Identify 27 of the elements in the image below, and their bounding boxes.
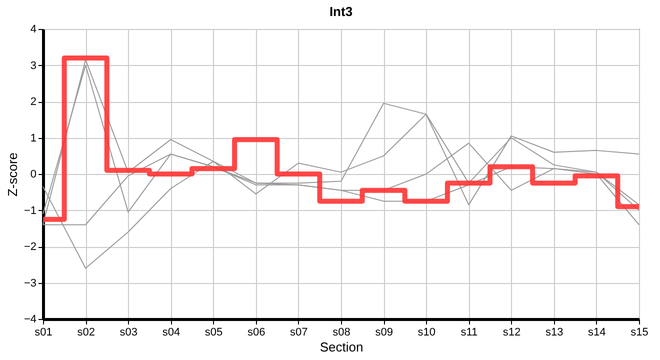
y-axis-title: Z-score <box>4 152 20 197</box>
y-tick-label: 0 <box>30 168 36 180</box>
y-tick-label: −3 <box>24 277 36 290</box>
x-axis-title: Section <box>320 340 364 354</box>
chart-title: Int3 <box>329 4 353 19</box>
x-tick-label: s09 <box>375 326 393 338</box>
x-tick-label: s03 <box>120 326 138 338</box>
y-tick-label: −1 <box>24 204 36 217</box>
x-tick-label: s15 <box>630 326 648 338</box>
x-tick-label: s02 <box>77 326 95 338</box>
x-tick-label: s11 <box>460 326 478 338</box>
x-tick-label: s13 <box>545 326 564 338</box>
y-tick-label: −2 <box>24 241 36 253</box>
y-tick-label: −4 <box>24 314 36 326</box>
x-tick-label: s14 <box>588 326 606 338</box>
x-tick-label: s06 <box>247 326 266 338</box>
x-tick-label: s07 <box>290 326 308 338</box>
x-tick-label: s04 <box>162 326 180 338</box>
y-tick-label: 4 <box>30 24 36 36</box>
y-tick-label: 1 <box>30 132 36 144</box>
y-tick-label: 3 <box>30 60 36 72</box>
x-tick-label: s12 <box>502 326 521 338</box>
x-tick-label: s05 <box>204 326 223 338</box>
x-tick-label: s08 <box>332 326 350 338</box>
x-tick-label: s01 <box>34 326 52 338</box>
y-tick-label: 2 <box>30 96 36 108</box>
x-tick-label: s10 <box>418 326 436 338</box>
